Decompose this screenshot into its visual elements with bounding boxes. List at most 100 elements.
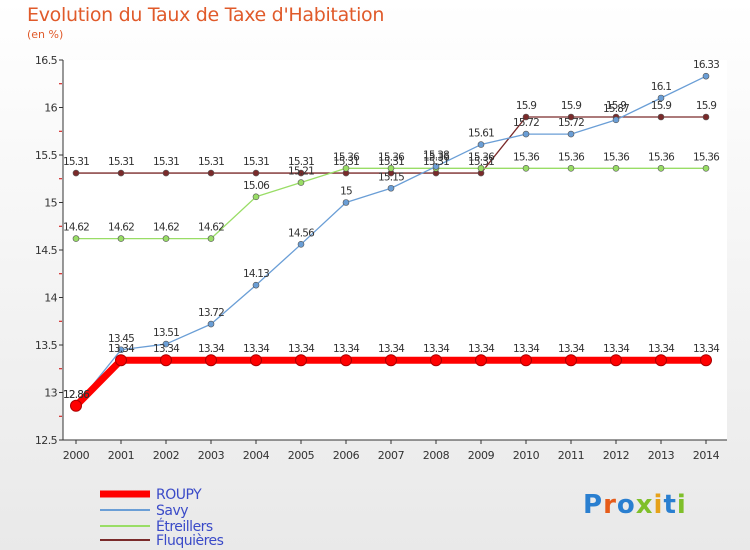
y-tick-label: 13 <box>44 387 57 400</box>
y-tick-label: 16 <box>44 102 57 115</box>
data-point <box>520 354 532 367</box>
data-point <box>702 165 710 172</box>
data-point <box>385 354 397 367</box>
data-point <box>702 72 710 80</box>
data-point <box>297 179 305 186</box>
data-label: 13.34 <box>378 343 405 355</box>
data-label: 15.31 <box>423 156 449 168</box>
logo-letter: r <box>603 490 617 520</box>
x-tick-label: 2009 <box>468 449 495 462</box>
data-label: 13.34 <box>648 343 675 355</box>
data-label: 14.62 <box>198 222 224 234</box>
x-tick-label: 2000 <box>63 449 90 462</box>
data-label: 15.31 <box>63 156 89 168</box>
data-label: 15.9 <box>606 100 626 112</box>
legend-label: Savy <box>156 503 188 519</box>
data-point <box>252 281 260 289</box>
x-tick-label: 2008 <box>423 449 450 462</box>
data-label: 15.15 <box>378 171 404 183</box>
data-point <box>567 130 575 138</box>
proxiti-logo: Proxiti <box>583 490 687 520</box>
data-label: 14.56 <box>288 227 315 239</box>
data-point <box>295 354 307 367</box>
logo-letter: P <box>583 490 604 520</box>
x-tick-label: 2011 <box>558 449 584 462</box>
data-point <box>162 340 170 348</box>
data-point <box>432 163 440 170</box>
data-label: 15.9 <box>651 100 671 112</box>
data-label: 15.31 <box>468 156 494 168</box>
data-label: 15.36 <box>468 151 495 163</box>
chart-title: Evolution du Taux de Taxe d'Habitation <box>27 4 385 26</box>
data-point <box>162 169 170 177</box>
chart-subtitle: (en %) <box>27 28 64 41</box>
data-point <box>340 354 352 367</box>
data-label: 12.86 <box>63 389 90 401</box>
data-point <box>612 165 620 172</box>
data-label: 15.31 <box>288 156 314 168</box>
data-label: 15.36 <box>333 151 360 163</box>
data-label: 13.45 <box>108 333 134 345</box>
data-point <box>207 235 215 242</box>
data-label: 15.21 <box>288 166 314 178</box>
logo-letter: i <box>653 490 664 520</box>
data-point <box>387 165 395 172</box>
data-label: 15.36 <box>513 151 540 163</box>
data-point <box>657 94 665 102</box>
data-label: 14.62 <box>153 222 179 234</box>
data-label: 13.34 <box>423 343 450 355</box>
legend-label: Fluquières <box>156 533 224 549</box>
data-point <box>387 184 395 192</box>
data-label: 15.9 <box>561 100 581 112</box>
y-tick-label: 16.5 <box>35 54 58 67</box>
data-label: 13.34 <box>243 343 270 355</box>
x-tick-label: 2003 <box>198 449 225 462</box>
y-tick-label: 15 <box>44 197 57 210</box>
data-label: 15.36 <box>423 151 450 163</box>
data-point <box>567 113 575 121</box>
data-label: 14.62 <box>108 222 134 234</box>
data-point <box>117 169 125 177</box>
x-tick-label: 2014 <box>693 449 720 462</box>
data-point <box>252 193 260 201</box>
data-point <box>205 354 217 367</box>
data-label: 15.06 <box>243 180 270 192</box>
data-label: 13.34 <box>468 343 495 355</box>
data-point <box>342 199 350 206</box>
data-point <box>522 130 530 138</box>
data-label: 15.72 <box>513 117 539 129</box>
x-tick-label: 2010 <box>513 449 540 462</box>
legend-label: ROUPY <box>156 487 202 503</box>
y-tick-label: 14.5 <box>35 244 58 257</box>
data-label: 15.31 <box>378 156 404 168</box>
x-tick-label: 2007 <box>378 449 405 462</box>
plot-area <box>63 60 727 440</box>
data-point <box>612 116 620 124</box>
data-label: 12.86 <box>63 389 90 401</box>
data-label: 15.9 <box>696 100 716 112</box>
data-label: 15.38 <box>423 149 449 161</box>
x-tick-label: 2002 <box>153 449 179 462</box>
x-tick-label: 2005 <box>288 449 315 462</box>
data-point <box>657 113 665 121</box>
data-label: 15.31 <box>333 156 359 168</box>
data-label: 15.36 <box>603 151 630 163</box>
data-point <box>117 346 125 354</box>
data-label: 15.36 <box>693 151 720 163</box>
logo-letter: i <box>676 490 687 520</box>
data-label: 15.72 <box>558 117 584 129</box>
data-point <box>162 235 170 242</box>
y-tick-label: 13.5 <box>35 339 58 352</box>
data-label: 15.31 <box>153 156 179 168</box>
data-point <box>117 235 125 242</box>
data-point <box>565 354 577 367</box>
x-tick-label: 2004 <box>243 449 270 462</box>
data-label: 14.13 <box>243 268 269 280</box>
data-label: 15.31 <box>198 156 224 168</box>
data-label: 15.36 <box>648 151 675 163</box>
data-label: 15.36 <box>378 151 405 163</box>
data-point <box>252 169 260 177</box>
y-tick-label: 12.5 <box>35 434 58 447</box>
data-label: 13.34 <box>333 343 360 355</box>
